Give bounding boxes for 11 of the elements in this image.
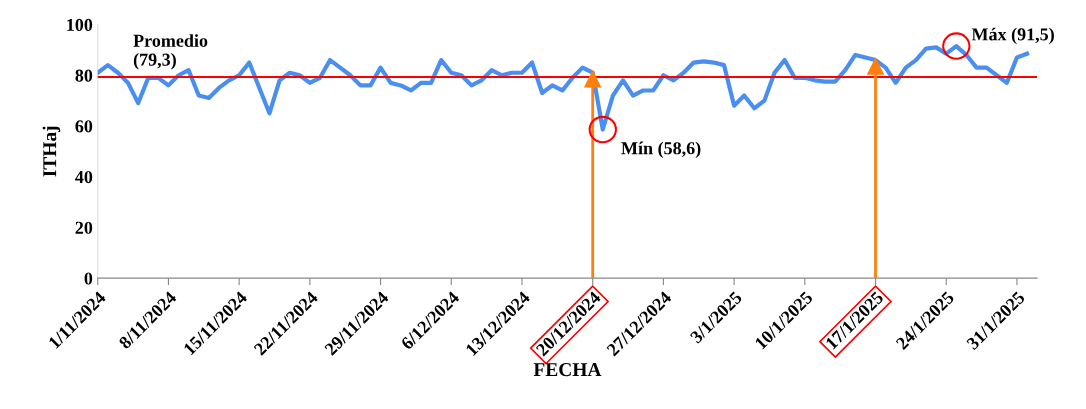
y-tick-label: 100 xyxy=(67,18,93,31)
y-tick-label: 20 xyxy=(75,221,93,234)
annotation: Máx (91,5) xyxy=(971,27,1054,45)
y-tick-label: 0 xyxy=(84,272,93,285)
y-tick-label: 80 xyxy=(75,69,93,82)
y-tick-label: 60 xyxy=(75,120,93,133)
y-tick-label: 40 xyxy=(75,170,93,184)
annotation: Mín (58,6) xyxy=(621,141,701,158)
y-axis-title: ITHaj xyxy=(42,126,61,177)
x-axis-title: FECHA xyxy=(533,363,602,377)
ref-line-label: Promedio (79,3) xyxy=(133,34,208,70)
